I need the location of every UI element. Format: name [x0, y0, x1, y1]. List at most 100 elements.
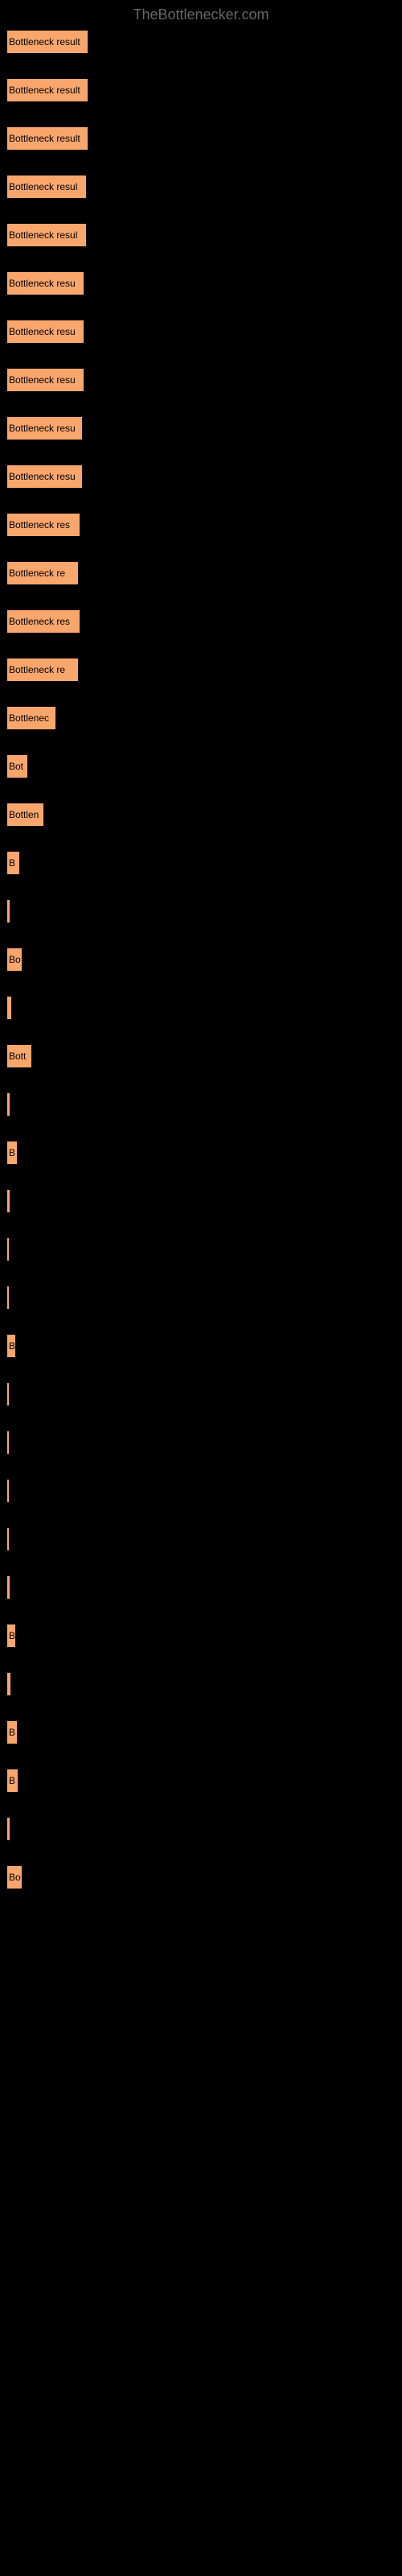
bar: Bottlenec [6, 706, 56, 730]
bar-row: Bottleneck result [6, 78, 396, 102]
bar-row [6, 899, 396, 923]
bar-row: Bottleneck resu [6, 464, 396, 489]
bar-row: Bottlen [6, 803, 396, 827]
bar-label: Bot [7, 761, 23, 772]
bar: Bot [6, 754, 28, 778]
bar: Bottleneck res [6, 609, 80, 634]
bar-row [6, 1672, 396, 1696]
bar-row: B [6, 1334, 396, 1358]
bar: Bottleneck resu [6, 320, 84, 344]
bar-label: Bo [7, 1872, 21, 1883]
bar-row: Bottleneck re [6, 658, 396, 682]
bar [6, 1092, 10, 1117]
bar-label: Bottleneck resu [7, 423, 76, 434]
bar-row: Bottleneck resul [6, 223, 396, 247]
bar: B [6, 1624, 16, 1648]
chart-container: Bottleneck result Bottleneck result Bottle… [0, 30, 402, 1889]
bar-row: Bo [6, 947, 396, 972]
bar-label: Bottleneck result [7, 36, 80, 47]
bar-label: Bottleneck result [7, 85, 80, 96]
bar: Bottleneck re [6, 658, 79, 682]
bar: Bottleneck resu [6, 464, 83, 489]
bar [6, 899, 10, 923]
bar-label: Bottleneck resu [7, 326, 76, 337]
bar [6, 1430, 10, 1455]
bar-label: Bottleneck res [7, 616, 70, 627]
bar: Bottleneck result [6, 30, 88, 54]
bar: Bottleneck resu [6, 271, 84, 295]
bar [6, 1479, 10, 1503]
bar-row [6, 1575, 396, 1600]
bar-label: Bottleneck re [7, 568, 65, 579]
bar-label: Bottleneck resul [7, 229, 77, 241]
bar-row: Bottleneck res [6, 513, 396, 537]
bar-row: Bott [6, 1044, 396, 1068]
bar-label: Bottleneck res [7, 519, 70, 530]
bar-label: Bott [7, 1051, 26, 1062]
bar-row: Bottleneck resu [6, 416, 396, 440]
bar [6, 996, 12, 1020]
bar-label: B [7, 857, 15, 869]
bar [6, 1672, 11, 1696]
bar-row: Bottleneck resu [6, 368, 396, 392]
bar-label: B [7, 1630, 15, 1641]
bar: Bottleneck re [6, 561, 79, 585]
bar-row [6, 1189, 396, 1213]
bar: Bottleneck resul [6, 175, 87, 199]
bar [6, 1189, 10, 1213]
bar-label: Bottleneck resu [7, 471, 76, 482]
bar: Bo [6, 1865, 23, 1889]
bar-label: B [7, 1727, 15, 1738]
bar-row: B [6, 1769, 396, 1793]
bar-label: Bottleneck result [7, 133, 80, 144]
bar: Bottleneck resu [6, 368, 84, 392]
bar [6, 1575, 10, 1600]
bar: Bottleneck resul [6, 223, 87, 247]
bar-row: Bottleneck result [6, 30, 396, 54]
bar-label: Bottleneck resu [7, 278, 76, 289]
bar: B [6, 1141, 18, 1165]
bar: Bottleneck result [6, 78, 88, 102]
bar-row: Bottleneck resu [6, 320, 396, 344]
bar: B [6, 1720, 18, 1744]
bar-row [6, 1817, 396, 1841]
bar-label: Bottleneck resu [7, 374, 76, 386]
bar-label: B [7, 1340, 15, 1352]
bar [6, 1286, 10, 1310]
bar: Bottleneck result [6, 126, 88, 151]
bar-label: B [7, 1147, 15, 1158]
bar-row [6, 1479, 396, 1503]
bar-row: Bot [6, 754, 396, 778]
bar-label: Bottlenec [7, 712, 49, 724]
bar [6, 1817, 10, 1841]
bar-row: B [6, 851, 396, 875]
bar: B [6, 1334, 16, 1358]
bar-row: Bo [6, 1865, 396, 1889]
bar-row [6, 1237, 396, 1261]
bar-row: Bottleneck res [6, 609, 396, 634]
watermark-text: TheBottlenecker.com [0, 0, 402, 30]
bar-row [6, 1430, 396, 1455]
bar-row: Bottleneck re [6, 561, 396, 585]
bar-label: Bottleneck resul [7, 181, 77, 192]
bar-label: Bottleneck re [7, 664, 65, 675]
bar: Bo [6, 947, 23, 972]
bar-row [6, 1527, 396, 1551]
bar-label: Bo [7, 954, 21, 965]
bar-row: B [6, 1720, 396, 1744]
bar: B [6, 1769, 18, 1793]
bar-row: Bottlenec [6, 706, 396, 730]
bar-label: B [7, 1775, 15, 1786]
bar: B [6, 851, 20, 875]
bar-row [6, 1382, 396, 1406]
bar [6, 1237, 10, 1261]
bar-row: Bottleneck resu [6, 271, 396, 295]
bar [6, 1527, 10, 1551]
bar-row: Bottleneck result [6, 126, 396, 151]
bar [6, 1382, 10, 1406]
bar: Bottlen [6, 803, 44, 827]
bar-row [6, 996, 396, 1020]
bar-label: Bottlen [7, 809, 39, 820]
bar-row: B [6, 1141, 396, 1165]
bar: Bott [6, 1044, 32, 1068]
